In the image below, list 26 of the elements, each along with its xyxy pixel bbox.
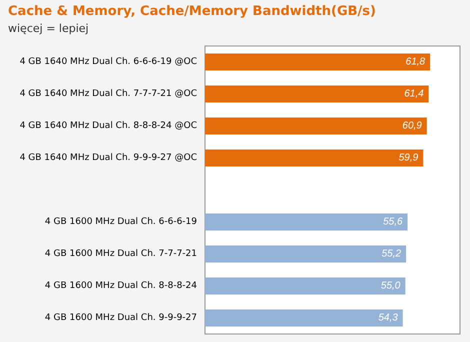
data-label: 55,2 [382,248,402,260]
y-tick-label: 4 GB 1600 MHz Dual Ch. 8-8-8-24 [44,281,198,291]
data-label: 61,4 [404,88,424,100]
bar [205,214,408,230]
chart-title: Cache & Memory, Cache/Memory Bandwidth(GB/s) [8,4,376,19]
bar [205,310,403,326]
data-label: 54,3 [378,312,398,324]
text: więcej = lepiej [8,22,89,35]
data-label: 61,8 [406,56,426,68]
y-tick-label: 4 GB 1640 MHz Dual Ch. 9-9-9-27 @OC [20,153,197,163]
bar [205,86,429,102]
bar [205,278,406,294]
bar [205,150,424,166]
bar [205,246,406,262]
data-label: 60,9 [402,120,422,132]
data-label: 59,9 [398,152,419,164]
bar [205,118,427,134]
data-label: 55,6 [383,216,403,228]
y-tick-label: 4 GB 1640 MHz Dual Ch. 6-6-6-19 @OC [20,57,197,67]
bar [205,54,430,70]
y-tick-label: 4 GB 1640 MHz Dual Ch. 8-8-8-24 @OC [20,121,197,131]
y-tick-label: 4 GB 1600 MHz Dual Ch. 6-6-6-19 [44,217,198,227]
data-label: 55,0 [380,280,401,292]
y-tick-label: 4 GB 1600 MHz Dual Ch. 7-7-7-21 [44,249,197,259]
y-tick-label: 4 GB 1600 MHz Dual Ch. 9-9-9-27 [44,313,197,323]
y-tick-label: 4 GB 1640 MHz Dual Ch. 7-7-7-21 @OC [20,89,197,99]
